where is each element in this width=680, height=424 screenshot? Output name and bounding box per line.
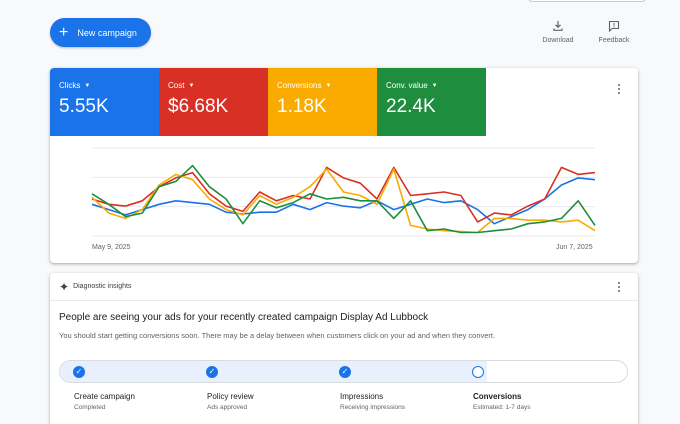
plus-icon: + [59,23,69,41]
x-axis-end-label: Jun 7, 2025 [556,244,593,251]
metric-name: Conv. value [386,81,428,90]
metric-name: Conversions [277,81,322,90]
metric-tile-cost[interactable]: Cost ▼ $6.68K [159,68,268,136]
caret-down-icon[interactable]: ▼ [188,82,195,89]
step-status: Completed [74,404,106,411]
progress-step: Policy review Ads approved [207,392,254,411]
step-title: Conversions [473,392,522,401]
metric-value: 22.4K [386,96,436,117]
metric-value: 5.55K [59,96,109,117]
new-campaign-button[interactable]: + New campaign [50,18,151,47]
progress-step: Create campaign Completed [74,392,135,411]
step-title: Policy review [207,392,254,401]
step-complete-check-icon: ✓ [339,366,351,378]
progress-step: Conversions Estimated: 1-7 days [473,392,530,411]
caret-down-icon[interactable]: ▼ [431,82,438,89]
caret-down-icon[interactable]: ▼ [84,82,91,89]
x-axis-start-label: May 9, 2025 [92,244,131,251]
caret-down-icon[interactable]: ▼ [325,82,332,89]
download-icon [553,21,563,31]
feedback-label: Feedback [598,37,630,44]
top-search-box-edge[interactable] [528,0,646,2]
progress-step: Impressions Receiving impressions [340,392,405,411]
insight-description: You should start getting conversions soo… [59,331,496,340]
metric-tile-conv-value[interactable]: Conv. value ▼ 22.4K [377,68,486,136]
insight-title: People are seeing your ads for your rece… [59,312,429,323]
metric-tiles: Clicks ▼ 5.55K Cost ▼ $6.68K Conversions ▼ … [50,68,638,136]
feedback-icon [608,20,620,32]
metric-name: Clicks [59,81,81,90]
diagnostic-insights-card: ✦ Diagnostic insights People are seeing … [50,273,638,424]
series-line-conv-value [91,164,596,234]
insights-header: ✦ Diagnostic insights [50,273,638,301]
performance-chart-card: Clicks ▼ 5.55K Cost ▼ $6.68K Conversions ▼ … [50,68,638,263]
step-complete-check-icon: ✓ [73,366,85,378]
download-label: Download [542,37,574,44]
series-line-conversions [91,168,596,234]
step-status: Ads approved [207,404,248,411]
step-pending-circle-icon [472,366,484,378]
more-options-icon[interactable] [613,280,625,294]
download-button[interactable]: Download [534,20,582,44]
insights-header-title: Diagnostic insights [73,283,132,290]
series-line-cost [91,166,596,223]
step-status: Estimated: 1-7 days [473,404,531,411]
series-line-clicks [91,177,596,225]
metric-tile-clicks[interactable]: Clicks ▼ 5.55K [50,68,159,136]
metric-tile-conversions[interactable]: Conversions ▼ 1.18K [268,68,377,136]
line-chart [91,147,596,237]
sparkle-icon: ✦ [59,279,70,294]
step-status: Receiving impressions [340,404,406,411]
step-complete-check-icon: ✓ [206,366,218,378]
metric-value: 1.18K [277,96,327,117]
metric-name: Cost [168,81,185,90]
campaign-progress-track: ✓ ✓ ✓ [59,360,628,383]
new-campaign-label: New campaign [77,27,137,38]
more-options-icon[interactable] [613,82,625,96]
step-title: Impressions [340,392,384,401]
progress-fill [60,361,487,382]
metric-value: $6.68K [168,96,229,117]
step-title: Create campaign [74,392,135,401]
feedback-button[interactable]: Feedback [590,20,638,44]
